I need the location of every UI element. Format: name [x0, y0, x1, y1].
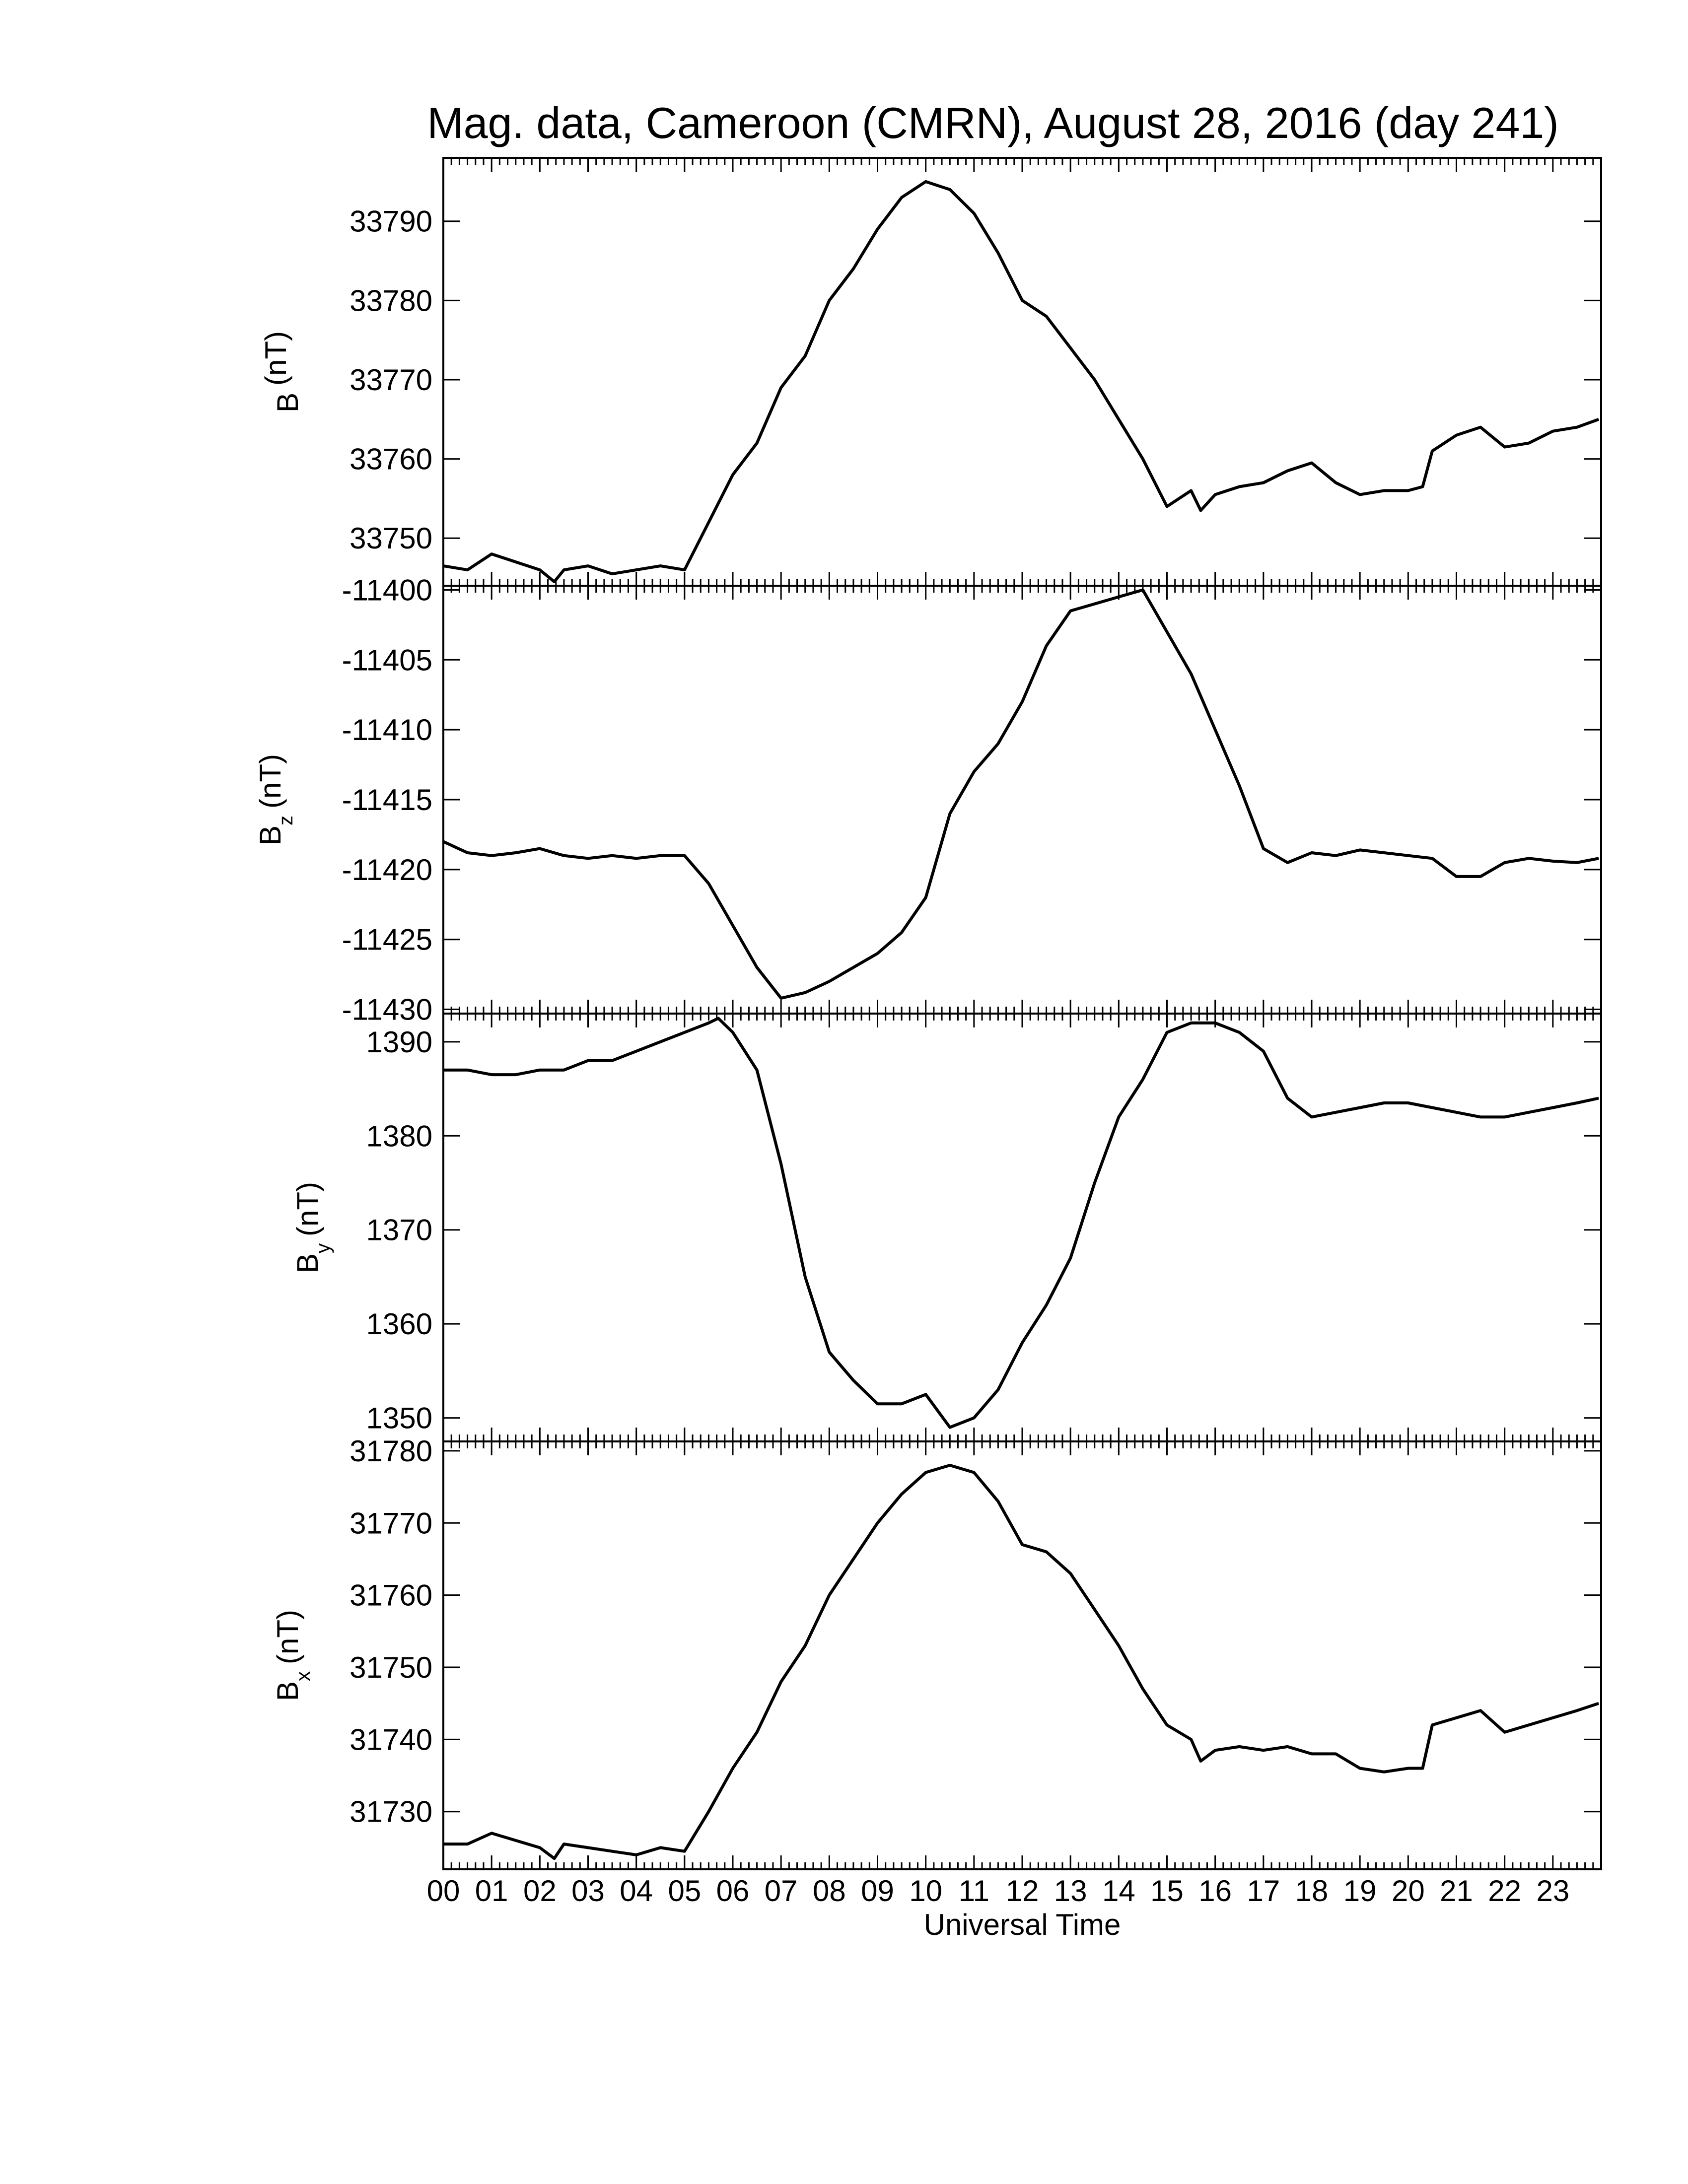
panel-b-trace [443, 180, 1600, 583]
x-tick-label: 21 [1440, 1874, 1473, 1908]
y-tick-label: 33760 [350, 443, 432, 476]
panel-bx-ylabel-unit: (nT) [271, 1610, 304, 1664]
x-tick-label: 14 [1102, 1874, 1135, 1908]
x-tick-label: 05 [668, 1874, 701, 1908]
y-tick-label: 31770 [350, 1506, 432, 1540]
panel-bz-yticks: -11400 -11405 -11410 -11415 -11420 -11425 -114… [342, 573, 1601, 1026]
y-tick-label: 31730 [350, 1795, 432, 1829]
y-tick-label: -11430 [342, 993, 432, 1026]
panel-bx-ylabel-main: B [271, 1681, 304, 1701]
x-tick-labels: 00 01 02 03 04 05 06 07 08 09 10 11 12 13 14 15 16 17 18 19… [427, 1874, 1570, 1908]
panel-b-ylabel: B (nT) [259, 331, 304, 412]
panel-bx-ylabel-sub: x [292, 1671, 314, 1681]
x-tick-label: 02 [523, 1874, 557, 1908]
y-tick-label: 31740 [350, 1723, 432, 1756]
y-tick-label: -11425 [342, 923, 432, 956]
x-tick-label: 12 [1006, 1874, 1039, 1908]
panel-by-ylabel-main: B [291, 1253, 324, 1273]
panel-bz-trace [442, 588, 1599, 1000]
x-tick-label: 08 [813, 1874, 846, 1908]
panel-bz-frame [442, 585, 1602, 1015]
panel-bx-trace [443, 1464, 1600, 1860]
x-axis-title: Universal Time [924, 1908, 1121, 1941]
x-tick-label: 03 [571, 1874, 605, 1908]
panel-by-frame [442, 1013, 1602, 1442]
x-tick-label: 19 [1343, 1874, 1377, 1908]
x-tick-label: 18 [1295, 1874, 1329, 1908]
panel-by-xticks [442, 1014, 1602, 1441]
panel-bz-ylabel-unit: (nT) [254, 754, 287, 809]
x-tick-label: 10 [909, 1874, 942, 1908]
y-tick-label: 33780 [350, 284, 432, 317]
x-tick-label: 15 [1150, 1874, 1184, 1908]
panel-by-ylabel: By (nT) [291, 1182, 334, 1273]
y-tick-label: 1370 [366, 1214, 432, 1247]
x-tick-label: 20 [1392, 1874, 1425, 1908]
y-tick-label: 33770 [350, 363, 432, 397]
panel-by-trace [443, 1017, 1599, 1429]
y-tick-label: -11420 [342, 853, 432, 887]
x-tick-label: 06 [716, 1874, 750, 1908]
panel-by-ylabel-unit: (nT) [291, 1182, 324, 1236]
x-tick-label: 22 [1488, 1874, 1521, 1908]
panel-b-xticks [442, 158, 1602, 586]
x-tick-label: 00 [427, 1874, 460, 1908]
panel-b-ylabel-main: B [271, 393, 304, 412]
panel-bz: -11400 -11405 -11410 -11415 -11420 -11425 -114… [254, 573, 1602, 1026]
x-tick-label: 17 [1247, 1874, 1280, 1908]
y-tick-label: 33790 [350, 205, 432, 238]
y-tick-label: -11405 [342, 643, 432, 677]
y-tick-label: -11410 [342, 713, 432, 747]
x-tick-label: 07 [765, 1874, 798, 1908]
y-tick-label: 31780 [350, 1434, 432, 1468]
panel-bx-frame [442, 1440, 1602, 1870]
x-tick-label: 23 [1536, 1874, 1569, 1908]
chart-title: Mag. data, Cameroon (CMRN), August 28, 2… [427, 98, 1558, 147]
panel-bz-ylabel-sub: z [275, 816, 297, 825]
y-tick-label: 1360 [366, 1307, 432, 1341]
panel-bx-xticks [442, 1441, 1602, 1869]
x-tick-label: 04 [620, 1874, 653, 1908]
x-tick-label: 16 [1198, 1874, 1232, 1908]
y-tick-label: 1350 [366, 1402, 432, 1435]
panel-b-frame [442, 157, 1602, 587]
y-tick-label: 31750 [350, 1651, 432, 1684]
y-tick-label: 1390 [366, 1025, 432, 1059]
x-tick-label: 13 [1054, 1874, 1087, 1908]
panel-by: 1350 1360 1370 1380 1390 By (nT) [291, 1013, 1602, 1442]
panel-bz-xticks [442, 586, 1602, 1014]
panel-bz-ylabel-main: B [254, 825, 287, 845]
x-tick-label: 01 [475, 1874, 508, 1908]
x-tick-label: 11 [959, 1874, 989, 1908]
y-tick-label: 33750 [350, 522, 432, 555]
panel-by-yticks: 1350 1360 1370 1380 1390 [366, 1025, 1601, 1435]
y-tick-label: -11400 [342, 573, 432, 607]
panel-bx-yticks: 31730 31740 31750 31760 31770 31780 [350, 1434, 1601, 1829]
panel-bx-ylabel: Bx (nT) [271, 1610, 314, 1701]
panel-b: 33750 33760 33770 33780 33790 B (nT) [259, 157, 1602, 587]
panel-bz-ylabel: Bz (nT) [254, 754, 297, 845]
y-tick-label: 31760 [350, 1579, 432, 1612]
y-tick-label: -11415 [342, 783, 432, 817]
panel-by-ylabel-sub: y [312, 1243, 334, 1253]
panel-bx: 31730 31740 31750 31760 31770 31780 Bx (nT) [271, 1434, 1602, 1870]
panel-b-yticks: 33750 33760 33770 33780 33790 [350, 205, 1601, 555]
x-tick-label: 09 [861, 1874, 894, 1908]
y-tick-label: 1380 [366, 1119, 432, 1153]
panel-b-ylabel-unit: (nT) [259, 331, 292, 386]
